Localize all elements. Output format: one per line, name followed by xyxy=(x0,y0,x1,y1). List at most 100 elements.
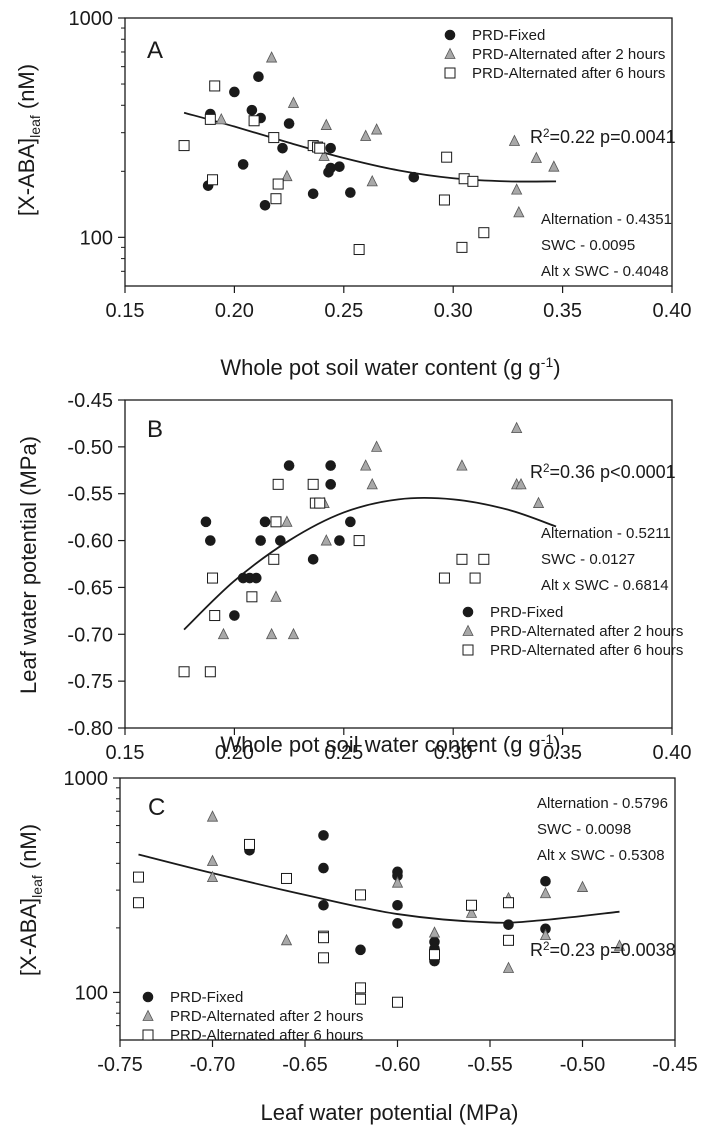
data-point xyxy=(355,993,366,1005)
regression-curve xyxy=(183,111,557,183)
data-point xyxy=(270,590,282,602)
data-point xyxy=(178,666,190,678)
data-point xyxy=(217,627,230,640)
y-tick-label: 100 xyxy=(80,227,113,249)
data-point xyxy=(469,572,481,584)
data-point xyxy=(205,535,216,546)
data-point xyxy=(246,104,258,116)
y-tick-label: -0.55 xyxy=(67,484,113,506)
data-point xyxy=(250,572,262,584)
data-point xyxy=(307,554,319,565)
stats-annotation: SWC - 0.0127 xyxy=(541,551,635,568)
stats-annotation: Alt x SWC - 0.6814 xyxy=(541,577,669,594)
panel-label: C xyxy=(148,794,165,821)
legend-entry: PRD-Alternated after 2 hours xyxy=(472,46,665,63)
data-point xyxy=(392,996,403,1008)
data-point xyxy=(178,140,190,152)
stats-annotation: SWC - 0.0095 xyxy=(541,237,635,254)
data-point xyxy=(281,515,293,527)
data-point xyxy=(281,169,293,182)
data-point xyxy=(478,553,490,565)
data-point xyxy=(207,174,219,186)
stats-annotation: Alternation - 0.4351 xyxy=(541,211,672,228)
data-point xyxy=(613,939,626,951)
series-triangle xyxy=(206,810,626,973)
series-square xyxy=(133,838,514,1008)
chart-panel-c: -0.75 -0.70 -0.65 -0.60 -0.55 -0.50 -0.45 100 10… xyxy=(16,768,698,1125)
data-point xyxy=(532,496,545,508)
data-point xyxy=(366,174,378,187)
r2-annotation: R2=0.36 p<0.0001 xyxy=(530,462,676,482)
data-point xyxy=(360,129,372,141)
data-point xyxy=(283,460,295,471)
regression-curve xyxy=(183,496,557,631)
data-point xyxy=(465,906,478,918)
data-point xyxy=(253,71,264,82)
data-point xyxy=(355,982,366,994)
x-tick-label: 0.30 xyxy=(434,300,473,322)
data-point xyxy=(229,610,240,621)
x-tick-label: 0.30 xyxy=(434,742,473,764)
data-point xyxy=(503,919,514,930)
x-axis-label: Leaf water potential (MPa) xyxy=(260,1100,518,1125)
x-tick-label: 0.15 xyxy=(106,742,145,764)
x-tick-label: -0.45 xyxy=(652,1054,698,1076)
series-circle xyxy=(200,460,356,621)
data-point xyxy=(246,591,258,603)
data-point xyxy=(456,553,468,565)
data-point xyxy=(270,516,282,528)
data-point xyxy=(255,535,266,546)
legend-entry: PRD-Fixed xyxy=(490,604,563,621)
panel-label: A xyxy=(147,37,163,64)
y-tick-label: 100 xyxy=(75,982,108,1004)
data-point xyxy=(318,899,329,911)
data-point xyxy=(392,918,403,929)
x-tick-label: 0.40 xyxy=(653,742,692,764)
data-point xyxy=(133,871,144,883)
data-point xyxy=(511,421,523,434)
data-point xyxy=(456,459,468,471)
data-point xyxy=(275,535,286,546)
data-point xyxy=(259,516,271,528)
data-point xyxy=(209,80,221,92)
data-point xyxy=(540,875,551,887)
chart-panel-a: 0.15 0.20 0.25 0.30 0.35 0.40 100 1000 A Whole po… xyxy=(14,8,691,380)
x-tick-label: 0.25 xyxy=(324,742,363,764)
data-point xyxy=(318,149,330,161)
stats-annotation: Alt x SWC - 0.5308 xyxy=(537,847,665,864)
data-point xyxy=(502,961,515,973)
data-point xyxy=(391,876,404,888)
x-tick-label: -0.55 xyxy=(467,1054,513,1076)
data-point xyxy=(277,142,288,154)
r2-annotation: R2=0.22 p=0.0041 xyxy=(530,127,676,147)
legend-marker xyxy=(142,991,154,1003)
series-triangle xyxy=(215,51,560,218)
data-point xyxy=(200,516,212,528)
y-tick-label: -0.50 xyxy=(67,437,113,459)
data-point xyxy=(441,151,453,163)
x-tick-label: -0.75 xyxy=(97,1054,143,1076)
data-point xyxy=(281,872,292,884)
data-point xyxy=(467,175,479,187)
stats-annotation: Alternation - 0.5796 xyxy=(537,795,668,812)
legend: PRD-Fixed PRD-Alternated after 2 hours PRD… xyxy=(142,989,363,1044)
legend-entry: PRD-Alternated after 6 hours xyxy=(170,1027,363,1044)
x-tick-label: -0.70 xyxy=(190,1054,236,1076)
data-point xyxy=(206,870,219,883)
data-point xyxy=(438,194,450,206)
data-point xyxy=(325,479,336,490)
x-tick-label: 0.15 xyxy=(106,300,145,322)
data-point xyxy=(215,112,227,125)
x-tick-label: 0.20 xyxy=(215,742,254,764)
y-axis-label: [X-ABA]leaf (nM) xyxy=(16,824,45,976)
data-point xyxy=(539,886,552,899)
data-point xyxy=(530,151,542,163)
y-tick-label: -0.70 xyxy=(67,624,113,646)
chart-panel-b: 0.15 0.20 0.25 0.30 0.35 0.40 -0.80 -0.75 -0.70 -… xyxy=(16,390,691,764)
legend-marker xyxy=(142,1029,154,1041)
series-square xyxy=(178,478,490,678)
stats-annotation: SWC - 0.0098 xyxy=(537,821,631,838)
data-point xyxy=(438,572,450,584)
data-point xyxy=(408,171,420,183)
data-point xyxy=(345,516,356,528)
